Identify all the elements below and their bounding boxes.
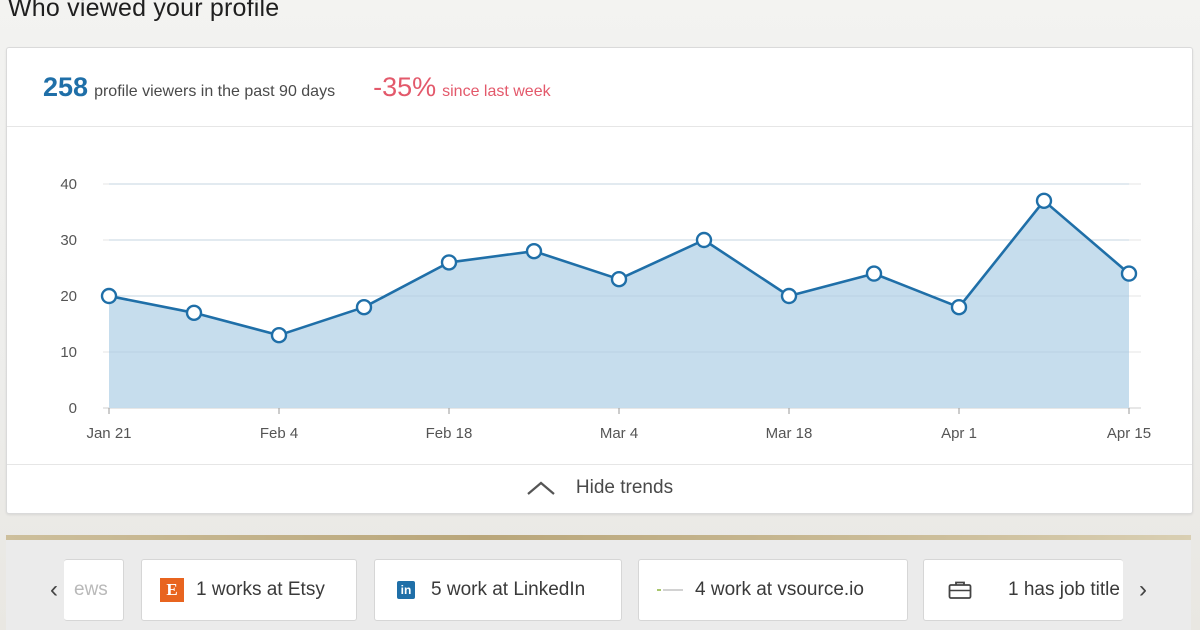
page-title: Who viewed your profile: [8, 0, 280, 22]
data-point: [950, 299, 968, 316]
viewer-delta-text: since last week: [442, 83, 551, 100]
chevron-up-icon: [527, 481, 555, 495]
profile-views-card: 258 profile viewers in the past 90 days …: [6, 47, 1193, 514]
viewer-summary: 258 profile viewers in the past 90 days …: [43, 72, 551, 112]
filter-chip-label: 4 work at vsource.io: [695, 579, 864, 600]
x-tick-label: Feb 4: [260, 425, 298, 442]
viewer-count-text: profile viewers in the past 90 days: [94, 83, 336, 100]
data-point: [1120, 265, 1138, 282]
views-trend-chart: 0 10 20 30 40 Jan 21 Feb 4 Feb 18 Mar 4 Mar 18 Apr…: [60, 176, 1151, 442]
y-tick-label: 10: [60, 344, 77, 361]
filter-chip-linkedin[interactable]: in 5 work at LinkedIn: [374, 559, 622, 621]
data-point: [185, 304, 203, 321]
filter-chip-etsy[interactable]: E 1 works at Etsy: [141, 559, 357, 621]
card-divider: [7, 126, 1192, 127]
data-point: [270, 327, 288, 344]
vsource-logo-icon: [657, 589, 683, 591]
filter-chip-job-title[interactable]: 1 has job title: [923, 559, 1123, 621]
filter-chip-vsource[interactable]: 4 work at vsource.io: [638, 559, 908, 621]
etsy-logo-icon: E: [160, 578, 184, 602]
x-tick-label: Jan 21: [86, 425, 131, 442]
x-tick-label: Mar 4: [600, 425, 638, 442]
hide-trends-button[interactable]: Hide trends: [7, 464, 1192, 512]
filter-chip-label: ews: [74, 579, 108, 600]
viewer-filter-bar: ‹ ews E 1 works at Etsy in 5 work at Lin…: [6, 540, 1191, 630]
filter-chip-label: 5 work at LinkedIn: [431, 579, 586, 600]
x-tick-label: Apr 15: [1107, 425, 1151, 442]
data-point: [780, 287, 798, 305]
data-point: [865, 265, 883, 282]
viewer-count: 258: [43, 72, 89, 102]
data-point: [100, 287, 118, 305]
hide-trends-label: Hide trends: [575, 477, 674, 498]
briefcase-icon: [948, 581, 972, 599]
x-tick-label: Apr 1: [941, 425, 977, 442]
data-point: [1035, 192, 1053, 210]
y-tick-label: 20: [60, 288, 77, 305]
filter-chip-views[interactable]: ews: [64, 559, 124, 621]
y-tick-label: 0: [69, 400, 77, 417]
y-tick-label: 40: [60, 176, 77, 193]
x-tick-label: Feb 18: [426, 425, 473, 442]
viewer-delta: -35%: [373, 72, 437, 102]
card-divider: [7, 464, 1192, 465]
data-point: [525, 242, 543, 260]
views-area: [109, 200, 1129, 408]
y-tick-label: 30: [60, 232, 77, 249]
data-point: [355, 299, 373, 316]
linkedin-logo-icon: in: [397, 581, 415, 599]
filter-chip-label: 1 works at Etsy: [196, 579, 325, 600]
carousel-prev-arrow[interactable]: ‹: [50, 576, 58, 603]
data-point: [610, 270, 628, 288]
filter-chip-label: 1 has job title: [1008, 579, 1120, 600]
carousel-next-arrow[interactable]: ›: [1139, 576, 1147, 603]
section-separator: [6, 535, 1191, 540]
data-point: [440, 254, 458, 271]
data-point: [695, 231, 713, 249]
x-tick-label: Mar 18: [766, 425, 813, 442]
